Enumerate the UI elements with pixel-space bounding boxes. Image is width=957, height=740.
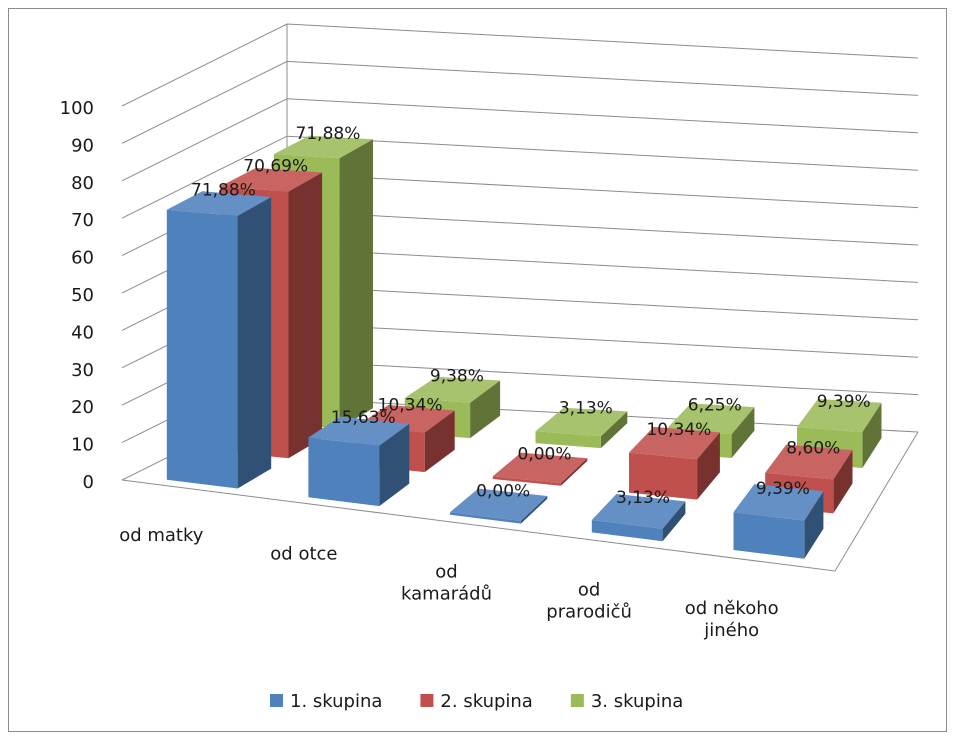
bar-side: [833, 450, 853, 514]
bar-side: [862, 402, 882, 468]
legend-item: 1. skupina: [270, 691, 382, 712]
bar-side: [470, 380, 501, 439]
bar-front: [492, 476, 561, 486]
data-label: 9,38%: [430, 366, 484, 386]
legend-swatch: [270, 694, 283, 707]
bar-side: [520, 496, 548, 524]
bar-top: [797, 399, 882, 432]
bar-side: [697, 432, 720, 500]
bar-side: [339, 139, 373, 429]
bar-front: [535, 431, 601, 449]
legend: 1. skupina 2. skupina 3. skupina: [270, 691, 683, 712]
data-label: 10,34%: [646, 420, 711, 440]
legend-item: 3. skupina: [570, 691, 683, 712]
bar-top: [166, 191, 272, 216]
y-tick-label: 0: [83, 472, 94, 493]
data-label: 3,13%: [616, 488, 670, 508]
y-tick-label: 10: [71, 435, 94, 456]
data-label: 3,13%: [559, 399, 613, 419]
data-label: 70,69%: [243, 157, 308, 177]
y-tick-label: 80: [71, 173, 94, 194]
bar: [166, 191, 272, 489]
bar-side: [804, 491, 824, 559]
bar-side: [237, 197, 272, 489]
floor-edge: [121, 431, 919, 572]
bar: [492, 452, 588, 486]
bar-front: [166, 209, 238, 489]
legend-label: 1. skupina: [290, 691, 382, 712]
category-label: od matky: [119, 525, 204, 546]
bar-side: [379, 423, 410, 507]
bar-side: [662, 501, 686, 542]
legend-item: 2. skupina: [420, 691, 533, 712]
bar-top: [733, 484, 824, 521]
bar-top: [308, 416, 410, 446]
bar-top: [591, 494, 686, 529]
category-labels: od matky od otce od kamarádů od prarodičů od n…: [119, 525, 778, 641]
data-label: 15,63%: [331, 408, 396, 428]
legend-label: 3. skupina: [591, 691, 683, 712]
bar: [308, 416, 410, 507]
bar-front: [591, 520, 663, 542]
y-tick-label: 60: [71, 248, 94, 269]
data-label: 6,25%: [688, 395, 742, 415]
category-label: od prarodičů: [546, 580, 632, 623]
legend-swatch: [420, 694, 434, 707]
bars: [166, 135, 882, 559]
bar: [629, 426, 720, 500]
y-tick-label: 20: [71, 397, 94, 418]
data-label: 71,88%: [296, 124, 361, 144]
bar-top: [450, 488, 548, 521]
y-tick-label: 50: [71, 285, 94, 306]
data-label: 8,60%: [786, 439, 840, 459]
gridline: [121, 60, 919, 144]
chart-frame: [8, 8, 947, 732]
bar-top: [220, 167, 323, 192]
bar-top: [535, 407, 628, 437]
bar: [535, 407, 628, 449]
y-tick-label: 100: [60, 98, 94, 119]
bar-side: [288, 172, 323, 459]
legend-label: 2. skupina: [440, 691, 532, 712]
y-tick-label: 40: [71, 322, 94, 343]
y-tick-label: 30: [71, 360, 94, 381]
bar-top: [765, 444, 853, 480]
gridline: [121, 98, 919, 182]
data-label: 71,88%: [191, 180, 256, 200]
bar-top: [492, 452, 588, 484]
category-label: od někoho jiného: [685, 598, 779, 641]
bar-top: [404, 376, 501, 403]
bar-front: [450, 512, 521, 524]
data-labels: 71,88% 9,38% 3,13% 6,25% 9,39% 70,69% 10,34% 0,…: [191, 124, 871, 508]
y-tick-label: 70: [71, 210, 94, 231]
bar: [450, 488, 548, 524]
bar-side: [731, 407, 755, 458]
bar-top: [629, 426, 720, 460]
bar-front: [733, 512, 805, 559]
bar-side: [600, 411, 628, 449]
data-label: 0,00%: [517, 445, 571, 465]
bar-top: [274, 135, 373, 159]
data-label: 10,34%: [378, 396, 443, 416]
bar-front: [629, 452, 698, 500]
data-label: 9,39%: [756, 479, 810, 499]
y-tick-label: 90: [71, 135, 94, 156]
bar-side: [560, 458, 588, 486]
category-label: od otce: [270, 543, 337, 564]
bar-side: [424, 410, 455, 473]
bar-front: [308, 437, 380, 507]
data-label: 9,39%: [817, 392, 871, 412]
data-label: 0,00%: [476, 481, 530, 501]
bar: [733, 484, 824, 559]
gridline: [121, 23, 919, 107]
bar-top: [666, 403, 755, 435]
category-label: od kamarádů: [401, 562, 492, 605]
legend-swatch: [570, 694, 584, 707]
bar: [591, 494, 686, 542]
